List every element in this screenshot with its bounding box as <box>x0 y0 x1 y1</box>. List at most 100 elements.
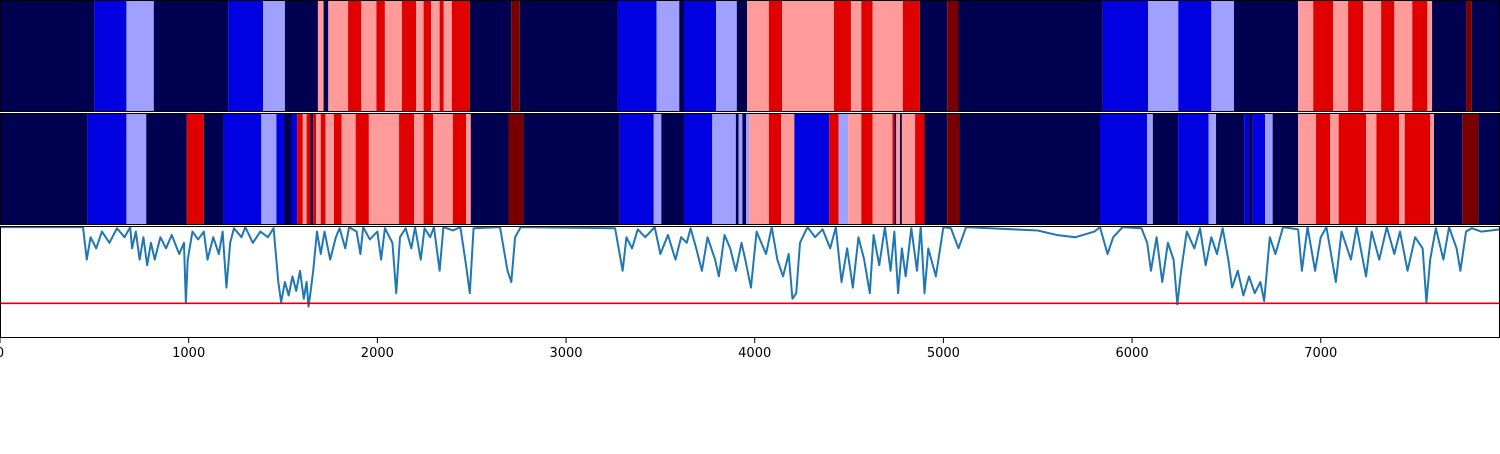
heatmap-top-segment-54 <box>1427 0 1433 112</box>
heatmap-top-segment-45 <box>1233 0 1299 112</box>
heatmap-middle-segment-20 <box>341 113 356 225</box>
heatmap-middle-segment-40 <box>746 113 750 225</box>
heatmap-middle-segment-31 <box>523 113 620 225</box>
heatmap-middle-segment-26 <box>433 113 453 225</box>
heatmap-top-segment-30 <box>747 0 769 112</box>
x-tick-label-1: 1000 <box>172 346 205 361</box>
heatmap-middle-segment-67 <box>1252 113 1266 225</box>
heatmap-middle-segment-25 <box>423 113 434 225</box>
heatmap-top-segment-55 <box>1432 0 1467 112</box>
heatmap-middle-segment-42 <box>768 113 782 225</box>
heatmap-top-segment-32 <box>782 0 834 112</box>
heatmap-middle-segment-65 <box>1244 113 1250 225</box>
line-series-main <box>0 226 1500 308</box>
heatmap-top-segment-51 <box>1381 0 1395 112</box>
heatmap-top-segment-21 <box>469 0 512 112</box>
x-tick-label-2: 2000 <box>361 346 394 361</box>
heatmap-middle-segment-54 <box>901 113 916 225</box>
heatmap-top-segment-7 <box>317 0 324 112</box>
heatmap-middle-segment-7 <box>261 113 277 225</box>
heatmap-top-segment-33 <box>833 0 851 112</box>
heatmap-middle-segment-57 <box>947 113 960 225</box>
heatmap-middle-segment-14 <box>310 113 314 225</box>
heatmap-middle-segment-72 <box>1330 113 1339 225</box>
heatmap-top-segment-24 <box>617 0 657 112</box>
heatmap-middle-segment-66 <box>1249 113 1253 225</box>
x-tick-label-6: 6000 <box>1116 346 1149 361</box>
heatmap-middle-segment-50 <box>892 113 895 225</box>
line-panel <box>0 226 1500 338</box>
heatmap-top-segment-41 <box>1102 0 1149 112</box>
heatmap-top-segment-57 <box>1471 0 1500 112</box>
heatmap-top-segment-50 <box>1363 0 1382 112</box>
heatmap-top-segment-28 <box>716 0 737 112</box>
heatmap-middle-segment-49 <box>872 113 893 225</box>
heatmap-top-segment-26 <box>679 0 684 112</box>
heatmap-middle-segment-62 <box>1178 113 1209 225</box>
heatmap-middle-segment-55 <box>915 113 925 225</box>
heatmap-top-segment-14 <box>401 0 417 112</box>
heatmap-middle-segment-60 <box>1147 113 1153 225</box>
heatmap-top-segment-20 <box>451 0 470 112</box>
heatmap-middle-segment-8 <box>276 113 284 225</box>
heatmap-middle-segment-5 <box>203 113 224 225</box>
heatmap-middle-segment-68 <box>1265 113 1273 225</box>
heatmap-top-segment-11 <box>361 0 377 112</box>
heatmap-top-segment-52 <box>1394 0 1413 112</box>
x-axis: 0 1000 2000 3000 4000 5000 6000 7000 <box>0 338 1337 361</box>
heatmap-middle-segment-2 <box>126 113 147 225</box>
heatmap-middle-segment-1 <box>87 113 127 225</box>
heatmap-middle-segment-15 <box>313 113 317 225</box>
heatmap-top-segment-18 <box>439 0 444 112</box>
x-tick-label-7: 7000 <box>1304 346 1337 361</box>
heatmap-row-top <box>0 0 1500 112</box>
heatmap-top-segment-2 <box>126 0 154 112</box>
heatmap-middle-segment-74 <box>1366 113 1377 225</box>
heatmap-middle-segment-33 <box>653 113 662 225</box>
heatmap-middle-segment-16 <box>316 113 321 225</box>
heatmap-middle-segment-34 <box>661 113 684 225</box>
heatmap-middle-segment-28 <box>466 113 471 225</box>
heatmap-middle-segment-41 <box>749 113 769 225</box>
heatmap-top-segment-44 <box>1211 0 1234 112</box>
heatmap-top-segment-29 <box>736 0 748 112</box>
heatmap-middle-segment-45 <box>829 113 839 225</box>
heatmap-top-segment-19 <box>443 0 452 112</box>
heatmap-top-segment-5 <box>263 0 285 112</box>
heatmap-middle-segment-43 <box>781 113 795 225</box>
heatmap-middle-segment-35 <box>683 113 713 225</box>
x-tick-label-5: 5000 <box>927 346 960 361</box>
heatmap-middle-segment-13 <box>306 113 311 225</box>
heatmap-top-segment-48 <box>1333 0 1349 112</box>
heatmap-top-segment-39 <box>947 0 959 112</box>
heatmap-middle-segment-21 <box>355 113 369 225</box>
heatmap-middle-segment-32 <box>619 113 654 225</box>
heatmap-row-middle <box>0 113 1500 225</box>
heatmap-top-segment-17 <box>431 0 440 112</box>
heatmap-middle-segment-75 <box>1376 113 1400 225</box>
heatmap-middle-segment-11 <box>297 113 303 225</box>
heatmap-top-segment-0 <box>0 0 95 112</box>
heatmap-top-segment-23 <box>519 0 618 112</box>
heatmap-middle-segment-61 <box>1152 113 1179 225</box>
heatmap-middle-segment-52 <box>896 113 900 225</box>
heatmap-middle-segment-0 <box>0 113 88 225</box>
heatmap-middle-segment-78 <box>1430 113 1434 225</box>
heatmap-middle-segment-81 <box>1478 113 1500 225</box>
heatmap-top-segment-13 <box>384 0 402 112</box>
x-tick-label-4: 4000 <box>738 346 771 361</box>
heatmap-top-segment-42 <box>1148 0 1179 112</box>
heatmap-top-segment-31 <box>768 0 783 112</box>
x-tick-label-3: 3000 <box>549 346 582 361</box>
heatmap-middle-segment-79 <box>1433 113 1463 225</box>
heatmap-top-segment-35 <box>861 0 873 112</box>
heatmap-top-segment-22 <box>511 0 520 112</box>
heatmap-middle-segment-37 <box>735 113 739 225</box>
heatmap-middle-segment-24 <box>414 113 424 225</box>
heatmap-top-segment-49 <box>1348 0 1364 112</box>
heatmap-middle-segment-17 <box>320 113 326 225</box>
heatmap-middle-segment-48 <box>861 113 873 225</box>
heatmap-top-segment-38 <box>919 0 948 112</box>
